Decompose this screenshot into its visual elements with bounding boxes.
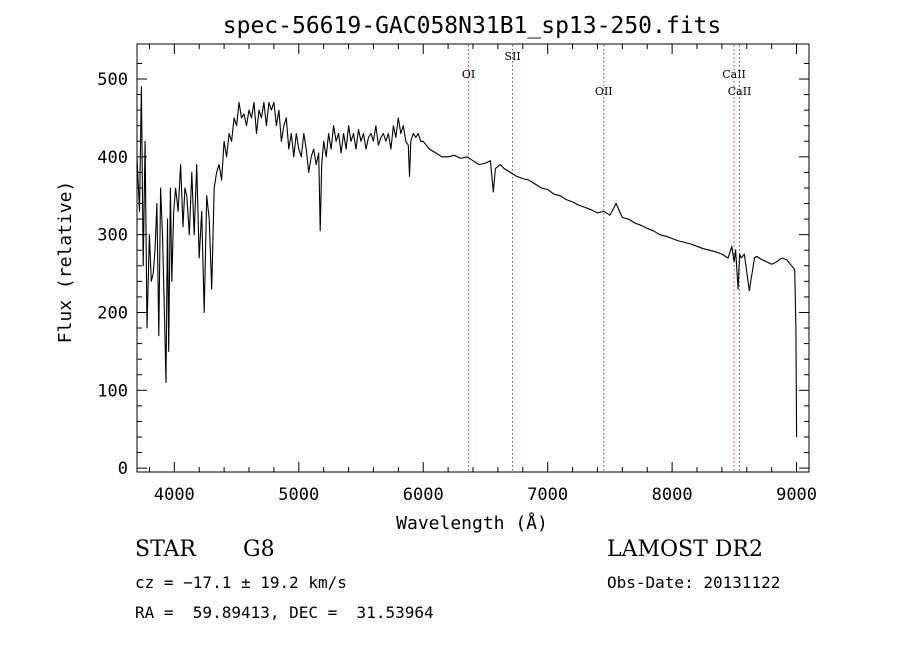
spectral-line-label: SII [504, 50, 520, 63]
y-tick-label: 0 [118, 459, 128, 479]
y-axis-label: Flux (relative) [55, 181, 76, 344]
x-tick-label: 6000 [403, 485, 444, 505]
y-tick-label: 200 [97, 303, 128, 323]
y-tick-label: 400 [97, 148, 128, 168]
x-tick-label: 9000 [776, 485, 817, 505]
x-tick-label: 5000 [278, 485, 319, 505]
spectral-line-label: OI [462, 68, 475, 81]
coordinates-info: RA = 59.89413, DEC = 31.53964 [135, 603, 434, 622]
plot-frame [136, 43, 810, 473]
survey-label: LAMOST DR2 [607, 537, 763, 562]
chart-title: spec-56619-GAC058N31B1_sp13-250.fits [223, 13, 722, 39]
observation-date: Obs-Date: 20131122 [607, 573, 781, 592]
object-class: STAR [135, 537, 196, 562]
x-tick-label: 8000 [652, 485, 693, 505]
object-subclass: G8 [243, 537, 275, 562]
x-tick-label: 4000 [154, 485, 195, 505]
x-axis: 4000 5000 6000 7000 8000 9000 [148, 44, 817, 505]
y-tick-label: 100 [97, 381, 128, 401]
x-tick-label: 7000 [527, 485, 568, 505]
x-axis-label: Wavelength (Å) [396, 512, 548, 534]
spectral-line-markers: OI SII OII CaII CaII [462, 45, 752, 471]
y-tick-label: 300 [97, 226, 128, 246]
flux-series-line [136, 86, 798, 438]
spectral-line-label: OII [595, 85, 613, 98]
spectral-line-label: CaII [722, 68, 746, 81]
y-axis: 0 100 200 300 400 500 [97, 62, 809, 479]
y-tick-label: 500 [97, 70, 128, 90]
redshift-info: cz = −17.1 ± 19.2 km/s [135, 573, 347, 592]
spectral-line-label: CaII [728, 85, 752, 98]
